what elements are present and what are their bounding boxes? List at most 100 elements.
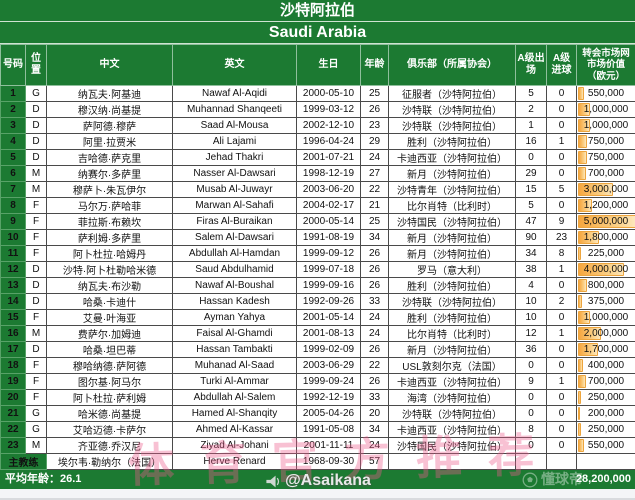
cell-name-en: Nasser Al-Dawsari bbox=[172, 165, 297, 182]
cell-age: 24 bbox=[360, 309, 389, 326]
cell-club: 罗马（意大利） bbox=[388, 261, 516, 278]
cell-position: D bbox=[25, 149, 47, 166]
player-row: 1 G 纳瓦夫·阿基迪 Nawaf Al-Aqidi 2000-05-10 25 征服者（沙… bbox=[0, 85, 635, 102]
player-row: 12 D 沙特·阿卜杜勒哈米德 Saud Abdulhamid 1999-07-18 26… bbox=[0, 261, 635, 278]
cell-birthday: 2003-06-20 bbox=[296, 181, 361, 198]
cell-name-en: Turki Al-Ammar bbox=[172, 373, 297, 390]
value-data-bar bbox=[578, 439, 585, 452]
value-text: 550,000 bbox=[587, 440, 625, 451]
value-data-bar bbox=[578, 343, 598, 356]
value-text: 700,000 bbox=[587, 168, 625, 179]
player-row: 3 D 萨阿德·穆萨 Saad Al-Mousa 2002-12-10 23 沙特联（沙特阿… bbox=[0, 117, 635, 134]
coach-label: 主教练 bbox=[0, 453, 47, 470]
player-row: 7 M 穆萨卜·朱瓦伊尔 Musab Al-Juwayr 2003-06-20 22 沙特青… bbox=[0, 181, 635, 198]
value-text: 700,000 bbox=[587, 376, 625, 387]
cell-caps: 0 bbox=[515, 389, 547, 406]
player-rows: 1 G 纳瓦夫·阿基迪 Nawaf Al-Aqidi 2000-05-10 25 征服者（沙… bbox=[0, 85, 635, 454]
cell-caps: 0 bbox=[515, 357, 547, 374]
cell-position: D bbox=[25, 133, 47, 150]
coach-name-zh: 埃尔韦·勒纳尔（法国） bbox=[46, 453, 173, 470]
cell-club: 比尔肖特（比利时） bbox=[388, 325, 516, 342]
cell-goals: 1 bbox=[546, 261, 577, 278]
cell-caps: 0 bbox=[515, 437, 547, 454]
cell-club: 沙特青年（沙特阿拉伯） bbox=[388, 181, 516, 198]
cell-goals: 1 bbox=[546, 325, 577, 342]
cell-position: F bbox=[25, 309, 47, 326]
cell-name-en: Hamed Al-Shanqity bbox=[172, 405, 297, 422]
cell-market-value: 250,000 bbox=[576, 389, 635, 406]
cell-market-value: 2,000,000 bbox=[576, 325, 635, 342]
cell-birthday: 2005-04-26 bbox=[296, 405, 361, 422]
cell-position: D bbox=[25, 341, 47, 358]
squad-table: 号码 位置 中文 英文 生日 年龄 俱乐部（所属协会） A级出场 A级进球 转会… bbox=[0, 44, 635, 470]
cell-club: 沙特联（沙特阿拉伯） bbox=[388, 405, 516, 422]
cell-number: 11 bbox=[0, 245, 26, 262]
player-row: 23 M 齐亚德·乔汉尼 Ziyad Al-Johani 2001-11-11 24 沙特国… bbox=[0, 437, 635, 454]
cell-club: 征服者（沙特阿拉伯） bbox=[388, 85, 516, 102]
cell-market-value: 400,000 bbox=[576, 357, 635, 374]
cell-name-zh: 萨阿德·穆萨 bbox=[46, 117, 173, 134]
cell-birthday: 1992-12-19 bbox=[296, 389, 361, 406]
value-text: 375,000 bbox=[587, 296, 625, 307]
cell-goals: 0 bbox=[546, 117, 577, 134]
cell-position: D bbox=[25, 261, 47, 278]
value-data-bar bbox=[578, 263, 625, 276]
cell-name-zh: 菲拉斯·布赖坎 bbox=[46, 213, 173, 230]
bottom-strip bbox=[0, 489, 635, 500]
cell-caps: 15 bbox=[515, 181, 547, 198]
value-data-bar bbox=[578, 295, 583, 308]
cell-name-en: Ziyad Al-Johani bbox=[172, 437, 297, 454]
cell-name-en: Jehad Thakri bbox=[172, 149, 297, 166]
coach-age: 57 bbox=[360, 453, 389, 470]
cell-caps: 36 bbox=[515, 341, 547, 358]
cell-goals: 0 bbox=[546, 85, 577, 102]
cell-birthday: 1991-05-08 bbox=[296, 421, 361, 438]
cell-market-value: 1,000,000 bbox=[576, 101, 635, 118]
cell-age: 22 bbox=[360, 181, 389, 198]
player-row: 10 F 萨利姆·多萨里 Salem Al-Dawsari 1991-08-19 34 新月… bbox=[0, 229, 635, 246]
cell-birthday: 2001-11-11 bbox=[296, 437, 361, 454]
cell-market-value: 200,000 bbox=[576, 405, 635, 422]
cell-caps: 16 bbox=[515, 133, 547, 150]
cell-age: 26 bbox=[360, 245, 389, 262]
header-row: 号码 位置 中文 英文 生日 年龄 俱乐部（所属协会） A级出场 A级进球 转会… bbox=[0, 44, 635, 86]
cell-age: 25 bbox=[360, 213, 389, 230]
cell-market-value: 250,000 bbox=[576, 421, 635, 438]
col-header-club: 俱乐部（所属协会） bbox=[388, 44, 516, 86]
cell-birthday: 2000-05-14 bbox=[296, 213, 361, 230]
cell-age: 33 bbox=[360, 293, 389, 310]
col-header-value: 转会市场网市场价值（欧元） bbox=[576, 44, 635, 86]
cell-goals: 0 bbox=[546, 341, 577, 358]
cell-position: M bbox=[25, 325, 47, 342]
cell-age: 26 bbox=[360, 341, 389, 358]
cell-club: 卡迪西亚（沙特阿拉伯） bbox=[388, 421, 516, 438]
value-data-bar bbox=[578, 199, 592, 212]
cell-goals: 0 bbox=[546, 101, 577, 118]
cell-position: M bbox=[25, 181, 47, 198]
cell-number: 3 bbox=[0, 117, 26, 134]
cell-age: 21 bbox=[360, 197, 389, 214]
cell-market-value: 700,000 bbox=[576, 373, 635, 390]
cell-name-zh: 马尔万·萨哈菲 bbox=[46, 197, 173, 214]
value-data-bar bbox=[578, 359, 583, 372]
cell-name-zh: 穆汉纳·尚基提 bbox=[46, 101, 173, 118]
cell-goals: 0 bbox=[546, 277, 577, 294]
player-row: 13 D 纳瓦夫·布沙勒 Nawaf Al-Boushal 1999-09-16 26 胜利… bbox=[0, 277, 635, 294]
cell-market-value: 225,000 bbox=[576, 245, 635, 262]
cell-caps: 90 bbox=[515, 229, 547, 246]
cell-caps: 1 bbox=[515, 117, 547, 134]
cell-birthday: 1999-07-18 bbox=[296, 261, 361, 278]
cell-name-zh: 哈桑·坦巴蒂 bbox=[46, 341, 173, 358]
value-text: 2,000,000 bbox=[583, 328, 629, 339]
player-row: 11 F 阿卜杜拉·哈姆丹 Abdullah Al-Hamdan 1999-09-12 2… bbox=[0, 245, 635, 262]
cell-caps: 0 bbox=[515, 149, 547, 166]
player-row: 21 G 哈米德·尚基提 Hamed Al-Shanqity 2005-04-26 20 沙… bbox=[0, 405, 635, 422]
cell-age: 24 bbox=[360, 149, 389, 166]
cell-market-value: 5,000,000 bbox=[576, 213, 635, 230]
summary-bar: 平均年龄：26.1 懂球帝 28,200,000 bbox=[0, 470, 635, 489]
cell-name-zh: 艾哈迈德·卡萨尔 bbox=[46, 421, 173, 438]
cell-name-en: Saud Abdulhamid bbox=[172, 261, 297, 278]
cell-market-value: 550,000 bbox=[576, 85, 635, 102]
cell-position: M bbox=[25, 165, 47, 182]
cell-position: F bbox=[25, 357, 47, 374]
